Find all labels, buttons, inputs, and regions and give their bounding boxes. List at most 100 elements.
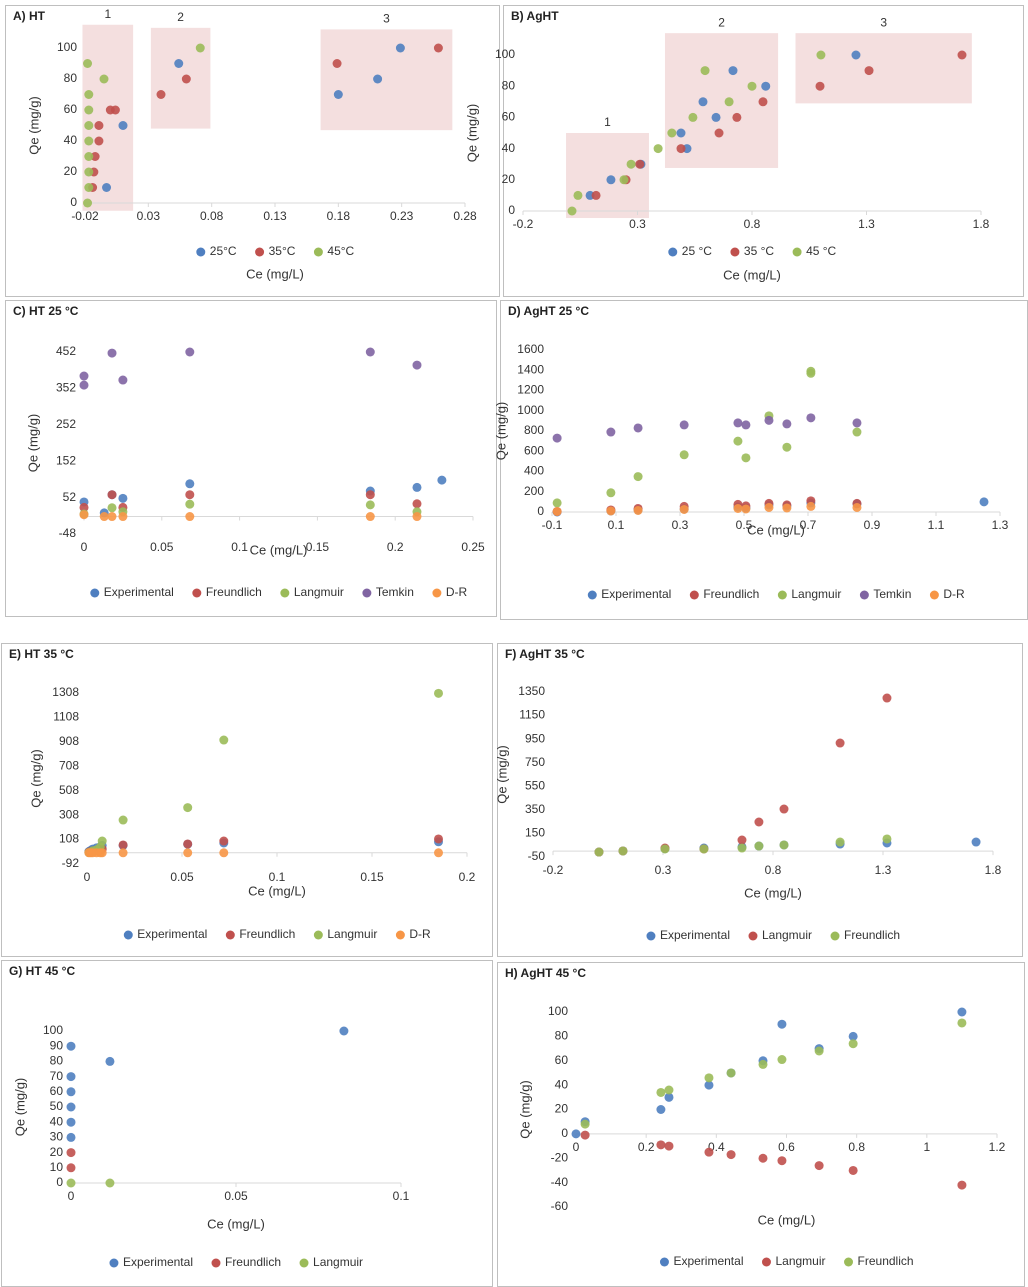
point: [434, 688, 443, 698]
point: [737, 835, 747, 845]
point: [741, 504, 751, 514]
y-tick-label: 800: [524, 423, 544, 437]
point: [726, 1150, 736, 1160]
y-tick-label: 60: [64, 102, 78, 116]
point: [815, 81, 825, 91]
point: [183, 803, 193, 813]
point: [195, 43, 205, 53]
legend-label: Experimental: [104, 585, 174, 599]
point: [107, 503, 117, 513]
panel: C) HT 25 °C 0 0.05 0.1 0.15 0.2 0.25 -48 52 152 25…: [5, 300, 497, 617]
point: [679, 504, 689, 514]
point: [704, 1073, 714, 1083]
point: [754, 841, 764, 851]
point: [84, 105, 94, 115]
y-tick-label: 308: [59, 807, 79, 821]
point: [761, 81, 771, 91]
point: [84, 121, 94, 130]
y-tick-label: 600: [524, 443, 544, 457]
point: [676, 128, 686, 138]
x-tick-label: 1.3: [992, 518, 1009, 532]
point: [90, 152, 100, 161]
point: [835, 837, 845, 847]
point: [782, 419, 792, 429]
point: [594, 847, 604, 857]
legend-label: D-R: [943, 587, 965, 601]
point: [606, 427, 616, 437]
point: [864, 66, 874, 76]
panel-frame: [503, 5, 1024, 297]
legend-label: Freundlich: [703, 587, 759, 601]
panel-frame: [1, 643, 493, 957]
legend-marker: [777, 590, 787, 600]
legend-marker: [432, 588, 442, 598]
legend-marker: [225, 930, 235, 940]
point: [66, 1117, 76, 1127]
region-label: 2: [718, 15, 725, 29]
x-tick-label: 0.15: [360, 870, 384, 884]
x-tick-label: 0.8: [765, 863, 782, 877]
x-tick-label: -0.02: [71, 209, 99, 223]
y-tick-label: -20: [551, 1150, 569, 1164]
x-tick-label: 0: [84, 870, 91, 884]
point: [635, 159, 645, 169]
point: [365, 490, 375, 500]
x-axis-title: Ce (mg/L): [758, 1212, 816, 1227]
x-axis-title: Ce (mg/L): [246, 266, 304, 281]
legend-marker: [844, 1257, 854, 1267]
point: [373, 74, 383, 84]
legend-marker: [90, 588, 100, 598]
x-tick-label: 0.08: [200, 209, 224, 223]
point: [814, 1161, 824, 1171]
point: [79, 502, 89, 512]
point: [333, 90, 343, 99]
y-tick-label: 452: [56, 344, 76, 358]
point: [118, 375, 128, 385]
x-tick-label: 0.5: [736, 518, 753, 532]
point: [66, 1041, 76, 1051]
point: [679, 450, 689, 460]
y-tick-label: 60: [555, 1053, 569, 1067]
legend-label: 25 °C: [682, 244, 712, 258]
point: [110, 105, 120, 115]
point: [105, 1178, 115, 1188]
y-tick-label: 40: [50, 1114, 64, 1128]
point: [882, 834, 892, 844]
point: [979, 497, 989, 507]
point: [732, 112, 742, 122]
chart-title: A) HT: [13, 9, 46, 23]
point: [806, 413, 816, 423]
legend-label: Langmuir: [775, 1254, 825, 1268]
legend-label: Langmuir: [791, 587, 841, 601]
legend-marker: [192, 588, 202, 598]
y-tick-label: 52: [63, 490, 77, 504]
x-tick-label: 0.15: [306, 540, 330, 554]
point: [66, 1087, 76, 1097]
point: [83, 198, 93, 208]
point: [714, 128, 724, 138]
legend-marker: [830, 931, 840, 941]
point: [852, 418, 862, 428]
legend-marker: [211, 1258, 221, 1268]
point: [412, 499, 422, 509]
legend-label: Experimental: [601, 587, 671, 601]
point: [656, 1087, 666, 1097]
point: [437, 475, 447, 485]
y-tick-label: 100: [57, 40, 77, 54]
x-tick-label: 0.8: [848, 1140, 865, 1154]
point: [433, 43, 443, 53]
legend-marker: [299, 1258, 309, 1268]
y-tick-label: 1400: [517, 362, 544, 376]
point: [118, 848, 128, 858]
point: [552, 506, 562, 516]
legend-label: Freundlich: [844, 928, 900, 942]
point: [434, 834, 443, 844]
y-tick-label: -40: [551, 1175, 569, 1189]
point: [365, 347, 375, 357]
x-tick-label: 0.2: [459, 870, 476, 884]
x-axis-title: Ce (mg/L): [744, 885, 802, 900]
point: [699, 844, 709, 854]
point: [66, 1178, 76, 1188]
y-tick-label: 750: [525, 755, 545, 769]
point: [779, 804, 789, 814]
